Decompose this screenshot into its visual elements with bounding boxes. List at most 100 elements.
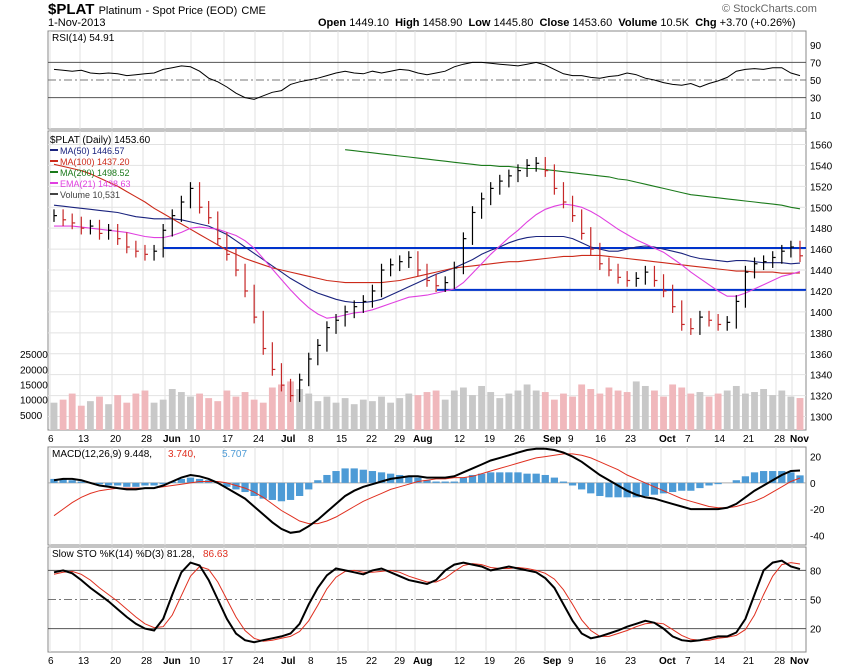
volume-bar bbox=[723, 390, 731, 430]
stoch-tick-label: 50 bbox=[810, 596, 822, 607]
macd-histogram-bar bbox=[596, 482, 604, 496]
x-axis-label-price: Nov bbox=[790, 434, 809, 445]
x-axis-label-bottom: 13 bbox=[78, 656, 90, 667]
x-axis-label-price: 16 bbox=[595, 434, 607, 445]
macd-histogram-bar bbox=[741, 476, 750, 483]
macd-histogram-bar bbox=[477, 473, 486, 483]
volume-bar bbox=[669, 384, 677, 430]
x-axis-label-price: 26 bbox=[514, 434, 526, 445]
macd-histogram-bar bbox=[305, 482, 313, 490]
close-value: 1453.60 bbox=[572, 17, 613, 29]
ma200-line bbox=[345, 149, 801, 210]
volume-bar bbox=[496, 398, 504, 430]
volume-tick-label: 10000 bbox=[20, 396, 48, 407]
price-tick-label: 1500 bbox=[810, 203, 833, 214]
x-axis-label-bottom: 9 bbox=[568, 656, 574, 667]
macd-histogram-bar bbox=[696, 482, 704, 489]
volume-bar bbox=[423, 392, 431, 430]
price-tick-label: 1540 bbox=[810, 161, 833, 172]
macd-histogram-bar bbox=[95, 482, 104, 485]
volume-bar bbox=[714, 393, 722, 430]
x-axis-label-price: 15 bbox=[336, 434, 348, 445]
volume-bar bbox=[150, 402, 158, 430]
macd-histogram-bar bbox=[286, 482, 295, 500]
volume-bar bbox=[660, 396, 667, 430]
ohlc-readout: Open 1449.10 High 1458.90 Low 1445.80 Cl… bbox=[318, 17, 796, 29]
high-label: High bbox=[395, 17, 420, 29]
volume-bar bbox=[378, 396, 385, 430]
macd-histogram-bar bbox=[678, 482, 686, 491]
volume-tick-label: 20000 bbox=[20, 365, 48, 376]
change-value: +3.70 (+0.26%) bbox=[719, 17, 796, 29]
macd-histogram-bar bbox=[341, 468, 349, 483]
volume-bar bbox=[68, 393, 76, 430]
macd-histogram-bar bbox=[232, 482, 240, 490]
macd-histogram-bar bbox=[77, 481, 85, 483]
x-axis-label-price: Oct bbox=[659, 434, 676, 445]
macd-histogram-bar bbox=[123, 482, 131, 487]
price-tick-label: 1320 bbox=[810, 392, 833, 403]
volume-bar bbox=[232, 396, 240, 430]
x-axis-label-bottom: 14 bbox=[714, 656, 726, 667]
macd-histogram-bar bbox=[614, 482, 622, 498]
macd-histogram-bar bbox=[277, 482, 286, 502]
x-axis-label-price: 10 bbox=[189, 434, 201, 445]
volume-bar bbox=[332, 402, 340, 430]
x-axis-label-price: 17 bbox=[222, 434, 234, 445]
macd-histogram-bar bbox=[759, 471, 768, 483]
volume-bar bbox=[696, 392, 704, 430]
x-axis-label-price: 24 bbox=[253, 434, 265, 445]
macd-histogram-bar bbox=[559, 481, 568, 483]
x-axis-label-bottom: 17 bbox=[222, 656, 234, 667]
volume-bar bbox=[432, 390, 440, 430]
price-tick-label: 1440 bbox=[810, 266, 833, 277]
macd-histogram-bar bbox=[550, 477, 559, 483]
x-axis-label-price: 9 bbox=[568, 434, 574, 445]
macd-histogram-bar bbox=[487, 472, 495, 483]
x-axis-label-price: 23 bbox=[625, 434, 637, 445]
volume-value: 10.5K bbox=[660, 17, 690, 29]
price-tick-label: 1400 bbox=[810, 308, 833, 319]
volume-bar bbox=[459, 387, 467, 430]
rsi-line bbox=[53, 61, 801, 100]
x-axis-label-price: 6 bbox=[48, 434, 54, 445]
macd-histogram-bar bbox=[787, 472, 795, 483]
macd-histogram-bar bbox=[332, 471, 340, 483]
rsi-tick-label: 10 bbox=[810, 111, 822, 122]
exchange: CME bbox=[241, 5, 266, 17]
macd-histogram-bar bbox=[541, 474, 549, 483]
volume-bar bbox=[205, 398, 213, 430]
macd-histogram-bar bbox=[177, 478, 186, 483]
x-axis-label-price: Aug bbox=[413, 434, 432, 445]
macd-histogram-bar bbox=[468, 474, 477, 483]
change-label: Chg bbox=[695, 17, 717, 29]
x-axis-label-price: 7 bbox=[685, 434, 691, 445]
volume-bar bbox=[541, 392, 549, 430]
macd-histogram-bar bbox=[705, 482, 713, 486]
macd-histogram-bar bbox=[796, 475, 804, 483]
macd-line bbox=[53, 447, 801, 534]
volume-bar bbox=[86, 401, 94, 430]
x-axis-label-price: Jun bbox=[163, 434, 181, 445]
volume-bar bbox=[560, 393, 567, 430]
x-axis-label-bottom: 7 bbox=[685, 656, 691, 667]
macd-tick-label: 20 bbox=[810, 453, 822, 464]
symbol: $PLAT bbox=[48, 1, 95, 18]
volume-tick-label: 25000 bbox=[20, 350, 48, 361]
x-axis-label-bottom: Aug bbox=[413, 656, 432, 667]
volume-bar bbox=[305, 393, 313, 430]
macd-histogram-bar bbox=[505, 472, 513, 483]
volume-bar bbox=[141, 390, 149, 430]
macd-histogram-bar bbox=[104, 482, 113, 486]
x-axis-label-price: 14 bbox=[714, 434, 726, 445]
volume-bar bbox=[223, 390, 231, 430]
volume-bar bbox=[550, 399, 558, 430]
volume-bar bbox=[450, 390, 458, 430]
x-axis-label-bottom: Oct bbox=[659, 656, 676, 667]
macd-histogram-bar bbox=[68, 480, 76, 483]
ema21-line bbox=[54, 203, 801, 319]
close-label: Close bbox=[539, 17, 570, 29]
rsi-tick-label: 70 bbox=[810, 58, 822, 69]
x-axis-label-bottom: 28 bbox=[141, 656, 153, 667]
volume-bar bbox=[250, 399, 258, 430]
